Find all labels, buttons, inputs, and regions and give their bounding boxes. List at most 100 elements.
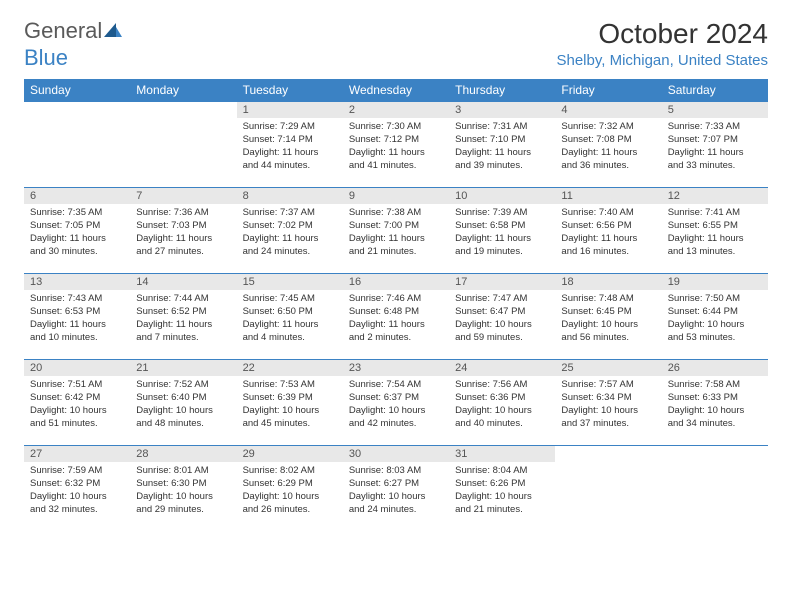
dayname: Thursday — [449, 79, 555, 102]
daylight-text: Daylight: 10 hours and 53 minutes. — [668, 319, 762, 345]
day-number: 5 — [662, 102, 768, 118]
sunrise-text: Sunrise: 7:47 AM — [455, 293, 549, 306]
calendar-cell: 9Sunrise: 7:38 AMSunset: 7:00 PMDaylight… — [343, 188, 449, 274]
day-number: 6 — [24, 188, 130, 204]
sunset-text: Sunset: 7:07 PM — [668, 134, 762, 147]
calendar-cell: 8Sunrise: 7:37 AMSunset: 7:02 PMDaylight… — [237, 188, 343, 274]
daylight-text: Daylight: 11 hours and 33 minutes. — [668, 147, 762, 173]
sunset-text: Sunset: 6:58 PM — [455, 220, 549, 233]
daylight-text: Daylight: 10 hours and 24 minutes. — [349, 491, 443, 517]
sunset-text: Sunset: 6:42 PM — [30, 392, 124, 405]
day-number: 18 — [555, 274, 661, 290]
calendar-cell: 5 Sunrise: 7:33 AMSunset: 7:07 PMDaylight… — [662, 102, 768, 188]
calendar-row: 20Sunrise: 7:51 AMSunset: 6:42 PMDayligh… — [24, 360, 768, 446]
sunset-text: Sunset: 6:56 PM — [561, 220, 655, 233]
sunset-text: Sunset: 6:30 PM — [136, 478, 230, 491]
day-details: Sunrise: 8:01 AMSunset: 6:30 PMDaylight:… — [130, 462, 236, 519]
sunset-text: Sunset: 6:47 PM — [455, 306, 549, 319]
daylight-text: Daylight: 10 hours and 48 minutes. — [136, 405, 230, 431]
daylight-text: Daylight: 10 hours and 34 minutes. — [668, 405, 762, 431]
sunset-text: Sunset: 6:53 PM — [30, 306, 124, 319]
calendar-row: 13Sunrise: 7:43 AMSunset: 6:53 PMDayligh… — [24, 274, 768, 360]
sunset-text: Sunset: 6:32 PM — [30, 478, 124, 491]
sunrise-text: Sunrise: 7:41 AM — [668, 207, 762, 220]
daylight-text: Daylight: 11 hours and 41 minutes. — [349, 147, 443, 173]
calendar-cell: 28Sunrise: 8:01 AMSunset: 6:30 PMDayligh… — [130, 446, 236, 532]
day-details: Sunrise: 7:44 AMSunset: 6:52 PMDaylight:… — [130, 290, 236, 347]
day-number: 8 — [237, 188, 343, 204]
day-number: 27 — [24, 446, 130, 462]
sunset-text: Sunset: 6:39 PM — [243, 392, 337, 405]
daylight-text: Daylight: 11 hours and 30 minutes. — [30, 233, 124, 259]
day-number: 20 — [24, 360, 130, 376]
sunrise-text: Sunrise: 7:57 AM — [561, 379, 655, 392]
sunset-text: Sunset: 7:02 PM — [243, 220, 337, 233]
calendar-cell: 31Sunrise: 8:04 AMSunset: 6:26 PMDayligh… — [449, 446, 555, 532]
day-number: 17 — [449, 274, 555, 290]
sunset-text: Sunset: 7:08 PM — [561, 134, 655, 147]
sunrise-text: Sunrise: 8:01 AM — [136, 465, 230, 478]
daylight-text: Daylight: 10 hours and 42 minutes. — [349, 405, 443, 431]
calendar-cell: 21Sunrise: 7:52 AMSunset: 6:40 PMDayligh… — [130, 360, 236, 446]
day-number: 22 — [237, 360, 343, 376]
day-details: Sunrise: 7:31 AMSunset: 7:10 PMDaylight:… — [449, 118, 555, 175]
calendar-cell: 10Sunrise: 7:39 AMSunset: 6:58 PMDayligh… — [449, 188, 555, 274]
calendar-cell: 29Sunrise: 8:02 AMSunset: 6:29 PMDayligh… — [237, 446, 343, 532]
sunrise-text: Sunrise: 7:33 AM — [668, 121, 762, 134]
calendar-cell: 22Sunrise: 7:53 AMSunset: 6:39 PMDayligh… — [237, 360, 343, 446]
sunrise-text: Sunrise: 7:40 AM — [561, 207, 655, 220]
sunrise-text: Sunrise: 7:51 AM — [30, 379, 124, 392]
calendar-cell: 14Sunrise: 7:44 AMSunset: 6:52 PMDayligh… — [130, 274, 236, 360]
calendar-cell: 30Sunrise: 8:03 AMSunset: 6:27 PMDayligh… — [343, 446, 449, 532]
calendar-cell: 11Sunrise: 7:40 AMSunset: 6:56 PMDayligh… — [555, 188, 661, 274]
day-number: 31 — [449, 446, 555, 462]
logo-word1: General — [24, 18, 102, 43]
daylight-text: Daylight: 10 hours and 32 minutes. — [30, 491, 124, 517]
day-details: Sunrise: 7:52 AMSunset: 6:40 PMDaylight:… — [130, 376, 236, 433]
calendar-cell: 18Sunrise: 7:48 AMSunset: 6:45 PMDayligh… — [555, 274, 661, 360]
daylight-text: Daylight: 11 hours and 7 minutes. — [136, 319, 230, 345]
sunset-text: Sunset: 6:40 PM — [136, 392, 230, 405]
location-label: Shelby, Michigan, United States — [556, 52, 768, 69]
calendar-cell — [130, 102, 236, 188]
day-number: 28 — [130, 446, 236, 462]
day-details: Sunrise: 7:30 AMSunset: 7:12 PMDaylight:… — [343, 118, 449, 175]
sunset-text: Sunset: 7:14 PM — [243, 134, 337, 147]
day-details: Sunrise: 7:50 AMSunset: 6:44 PMDaylight:… — [662, 290, 768, 347]
day-details: Sunrise: 7:47 AMSunset: 6:47 PMDaylight:… — [449, 290, 555, 347]
day-number: 14 — [130, 274, 236, 290]
day-details: Sunrise: 8:03 AMSunset: 6:27 PMDaylight:… — [343, 462, 449, 519]
daylight-text: Daylight: 11 hours and 44 minutes. — [243, 147, 337, 173]
calendar-cell — [24, 102, 130, 188]
calendar-cell: 7Sunrise: 7:36 AMSunset: 7:03 PMDaylight… — [130, 188, 236, 274]
sunset-text: Sunset: 6:34 PM — [561, 392, 655, 405]
sunset-text: Sunset: 6:55 PM — [668, 220, 762, 233]
sunset-text: Sunset: 7:05 PM — [30, 220, 124, 233]
sunrise-text: Sunrise: 7:45 AM — [243, 293, 337, 306]
daylight-text: Daylight: 10 hours and 51 minutes. — [30, 405, 124, 431]
day-number: 4 — [555, 102, 661, 118]
daylight-text: Daylight: 11 hours and 10 minutes. — [30, 319, 124, 345]
calendar-cell: 1Sunrise: 7:29 AMSunset: 7:14 PMDaylight… — [237, 102, 343, 188]
calendar-cell: 12Sunrise: 7:41 AMSunset: 6:55 PMDayligh… — [662, 188, 768, 274]
daylight-text: Daylight: 10 hours and 29 minutes. — [136, 491, 230, 517]
sunset-text: Sunset: 6:27 PM — [349, 478, 443, 491]
day-details: Sunrise: 7:35 AMSunset: 7:05 PMDaylight:… — [24, 204, 130, 261]
sunrise-text: Sunrise: 7:30 AM — [349, 121, 443, 134]
sunrise-text: Sunrise: 7:29 AM — [243, 121, 337, 134]
dayname: Saturday — [662, 79, 768, 102]
calendar-cell: 6Sunrise: 7:35 AMSunset: 7:05 PMDaylight… — [24, 188, 130, 274]
day-details: Sunrise: 7:43 AMSunset: 6:53 PMDaylight:… — [24, 290, 130, 347]
calendar-row: 1Sunrise: 7:29 AMSunset: 7:14 PMDaylight… — [24, 102, 768, 188]
sunset-text: Sunset: 6:36 PM — [455, 392, 549, 405]
day-number: 19 — [662, 274, 768, 290]
day-details: Sunrise: 7:41 AMSunset: 6:55 PMDaylight:… — [662, 204, 768, 261]
sunrise-text: Sunrise: 7:39 AM — [455, 207, 549, 220]
day-details: Sunrise: 7:45 AMSunset: 6:50 PMDaylight:… — [237, 290, 343, 347]
daylight-text: Daylight: 11 hours and 13 minutes. — [668, 233, 762, 259]
calendar-cell: 24Sunrise: 7:56 AMSunset: 6:36 PMDayligh… — [449, 360, 555, 446]
sunset-text: Sunset: 6:45 PM — [561, 306, 655, 319]
daylight-text: Daylight: 11 hours and 2 minutes. — [349, 319, 443, 345]
dayname-row: Sunday Monday Tuesday Wednesday Thursday… — [24, 79, 768, 102]
day-number: 9 — [343, 188, 449, 204]
